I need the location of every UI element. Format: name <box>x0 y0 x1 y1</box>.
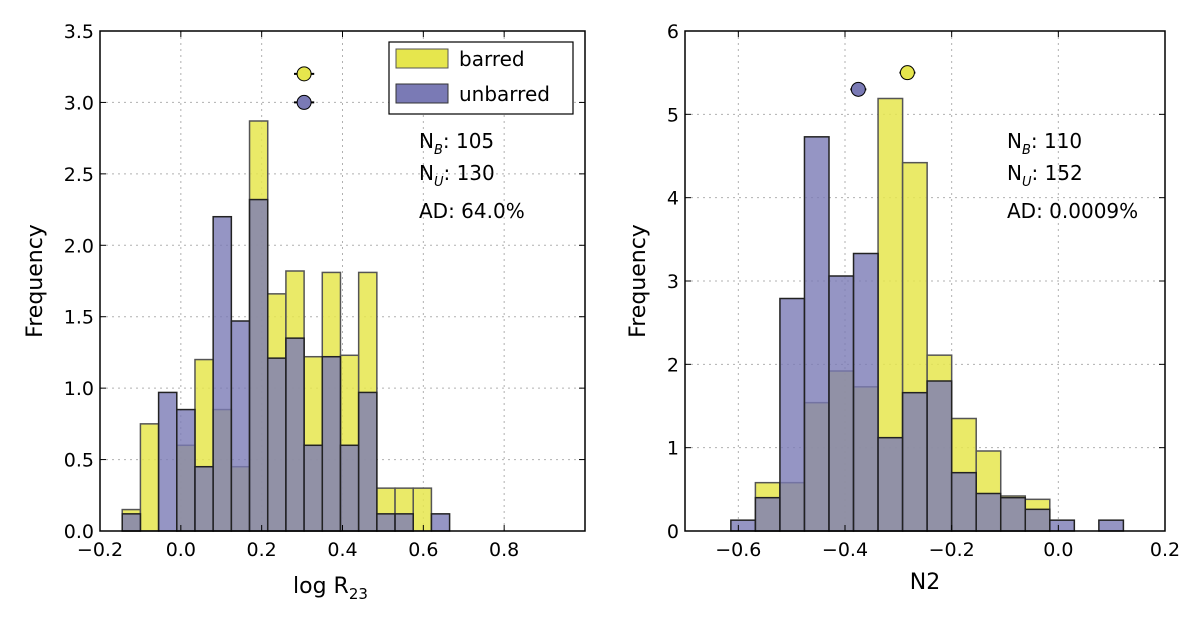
panel-log-r23: −0.2 0.0 0.2 0.4 0.6 0.80.00.51.01.52.02.53.0… <box>23 21 586 603</box>
mean-markers <box>294 66 315 110</box>
unbarred-bar <box>803 136 830 532</box>
unbarred-bar <box>376 513 396 532</box>
annotation-nb: NB: 105 <box>419 129 494 158</box>
legend: barred unbarred <box>388 41 574 115</box>
unbarred-bar <box>852 252 879 532</box>
annotation-nu: NU: 130 <box>419 161 495 190</box>
barred-bar <box>139 423 160 532</box>
unbarred-bar <box>754 496 781 532</box>
unbarred-bar <box>828 275 855 532</box>
unbarred-bar <box>901 391 928 532</box>
y-tick-label: 2 <box>667 354 679 376</box>
x-tick-label: 0.8 <box>489 539 519 561</box>
y-tick-label: 3.5 <box>64 21 94 43</box>
x-tick-label: −0.2 <box>77 539 123 561</box>
y-tick-label: 1.0 <box>64 378 94 400</box>
unbarred-bar <box>248 198 269 532</box>
x-tick-label: 0.2 <box>1150 539 1180 561</box>
unbarred-bar <box>285 337 305 532</box>
unbarred-bar <box>339 444 360 532</box>
y-tick-label: 1.5 <box>64 307 94 329</box>
annotation-nu: NU: 152 <box>1007 161 1083 190</box>
barred-mean-marker <box>899 65 915 81</box>
unbarred-bar <box>975 492 1002 532</box>
unbarred-mean-marker <box>850 81 866 97</box>
mean-markers <box>850 65 916 97</box>
panel-n2: −0.6 −0.4 −0.2 0.0 0.2 0 1 2 3 4 5 6 NB: 110 NU: 15… <box>626 21 1180 595</box>
y-tick-label: 4 <box>667 188 679 210</box>
x-tick-label: −0.6 <box>715 539 761 561</box>
y-tick-label: 2.5 <box>64 164 94 186</box>
unbarred-bar <box>176 408 196 532</box>
annotation-ad: AD: 0.0009% <box>1007 199 1138 223</box>
unbarred-mean-marker <box>296 94 312 110</box>
unbarred-bar <box>212 215 233 532</box>
legend-swatch-barred <box>395 48 449 69</box>
x-tick-label: 0.0 <box>1043 539 1073 561</box>
legend-label-barred: barred <box>459 47 525 71</box>
unbarred-bar <box>266 357 287 532</box>
y-tick-label: 0.0 <box>64 521 94 543</box>
x-tick-label: 0.6 <box>408 539 438 561</box>
y-tick-label: 3 <box>667 271 679 293</box>
y-axis-title: Frequency <box>23 224 48 338</box>
y-tick-label: 3.0 <box>64 92 94 114</box>
y-tick-label: 6 <box>667 21 679 43</box>
x-tick-label: 0.4 <box>327 539 357 561</box>
unbarred-bar <box>779 297 806 532</box>
x-tick-label: 0.0 <box>166 539 196 561</box>
unbarred-bar <box>999 496 1027 532</box>
legend-swatch-unbarred <box>395 83 449 104</box>
x-tick-label: −0.4 <box>822 539 868 561</box>
unbarred-bar <box>950 471 977 532</box>
annotation-ad: AD: 64.0% <box>419 199 525 223</box>
barred-mean-marker <box>296 66 312 82</box>
unbarred-bar <box>321 355 342 532</box>
barred-bar <box>412 487 433 532</box>
unbarred-bars <box>730 136 1125 532</box>
y-axis-title: Frequency <box>626 224 651 338</box>
unbarred-bar <box>1049 519 1076 532</box>
unbarred-bar <box>157 391 178 532</box>
unbarred-bar <box>303 444 324 532</box>
y-tick-label: 0.5 <box>64 450 94 472</box>
x-tick-label: 0.2 <box>247 539 277 561</box>
x-axis-title: N2 <box>910 570 940 595</box>
unbarred-bar <box>357 391 378 532</box>
unbarred-bars <box>121 198 451 532</box>
unbarred-bar <box>1098 519 1125 532</box>
unbarred-bar <box>877 436 904 532</box>
unbarred-bar <box>730 519 757 532</box>
x-tick-label: −0.2 <box>929 539 975 561</box>
unbarred-bar <box>394 513 414 532</box>
y-tick-label: 1 <box>667 438 679 460</box>
unbarred-bar <box>230 320 251 532</box>
y-tick-label: 0 <box>667 521 679 543</box>
unbarred-bar <box>926 380 953 532</box>
unbarred-bar <box>430 513 451 532</box>
unbarred-bar <box>121 513 142 532</box>
unbarred-bar <box>1024 508 1051 532</box>
legend-label-unbarred: unbarred <box>459 82 550 106</box>
annotation-nb: NB: 110 <box>1007 129 1082 158</box>
x-axis-title: log R23 <box>293 574 368 603</box>
y-tick-label: 5 <box>667 104 679 126</box>
unbarred-bar <box>194 465 214 532</box>
y-tick-label: 2.0 <box>64 235 94 257</box>
